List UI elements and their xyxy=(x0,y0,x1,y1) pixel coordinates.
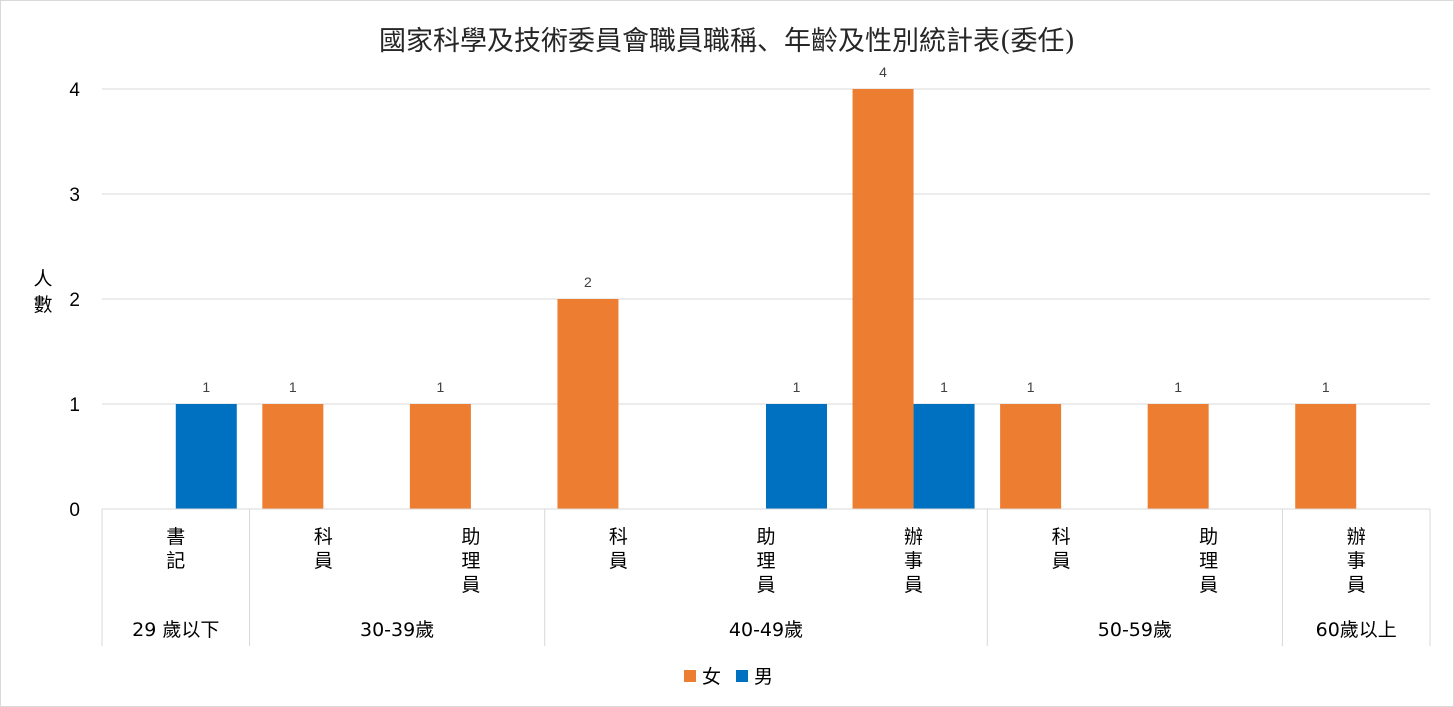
bar-male xyxy=(913,404,975,509)
data-label: 1 xyxy=(940,379,948,395)
data-label: 4 xyxy=(879,64,887,80)
category-label: 辦事員 xyxy=(904,526,923,596)
y-tick-labels: 0 1 2 3 4 xyxy=(69,80,80,521)
data-labels: 1 1 1 2 1 4 1 1 1 1 xyxy=(202,64,1329,395)
group-label: 40-49歲 xyxy=(729,619,803,641)
category-label: 科員 xyxy=(609,526,628,572)
bar-female xyxy=(409,404,471,509)
bar-male xyxy=(175,404,237,509)
category-label: 科員 xyxy=(1052,526,1071,572)
category-label: 書記 xyxy=(166,526,185,572)
y-tick-label: 3 xyxy=(69,185,80,206)
y-tick-label: 0 xyxy=(69,500,80,521)
bar-female xyxy=(557,299,619,509)
bar-female xyxy=(1147,404,1209,509)
data-label: 1 xyxy=(1027,379,1035,395)
bar-female xyxy=(1000,404,1062,509)
data-label: 1 xyxy=(793,379,801,395)
legend-label: 男 xyxy=(754,666,773,688)
data-label: 1 xyxy=(1174,379,1182,395)
category-label: 助理員 xyxy=(461,526,480,596)
data-label: 2 xyxy=(584,274,592,290)
bar-female xyxy=(262,404,324,509)
legend-swatch xyxy=(684,670,696,682)
bars xyxy=(175,89,1357,509)
data-label: 1 xyxy=(202,379,210,395)
category-label: 助理員 xyxy=(756,526,775,596)
category-label: 科員 xyxy=(314,526,333,572)
category-axis: 書記 科員 助理員 科員 助理員 辦事員 科員 助理員 辦事員 29 歲以下 30-39歲 40-49… xyxy=(101,508,1431,646)
chart-title: 國家科學及技術委員會職員職稱、年齡及性別統計表(委任) xyxy=(379,26,1075,57)
legend-swatch xyxy=(736,670,748,682)
bar-female xyxy=(852,89,914,509)
category-label: 辦事員 xyxy=(1347,526,1366,596)
data-label: 1 xyxy=(1322,379,1330,395)
group-label: 30-39歲 xyxy=(360,619,434,641)
bar-male xyxy=(766,404,827,509)
legend: 女男 xyxy=(684,666,773,688)
group-label: 60歲以上 xyxy=(1316,619,1397,641)
data-label: 1 xyxy=(436,379,444,395)
y-tick-label: 1 xyxy=(69,395,80,416)
group-label: 29 歲以下 xyxy=(132,619,219,641)
bar-female xyxy=(1295,404,1357,509)
category-label: 助理員 xyxy=(1199,526,1218,596)
y-tick-label: 2 xyxy=(69,290,80,311)
y-axis-label: 人數 xyxy=(33,268,52,316)
legend-label: 女 xyxy=(702,666,721,688)
y-tick-label: 4 xyxy=(69,80,80,101)
data-label: 1 xyxy=(289,379,297,395)
group-label: 50-59歲 xyxy=(1098,619,1172,641)
